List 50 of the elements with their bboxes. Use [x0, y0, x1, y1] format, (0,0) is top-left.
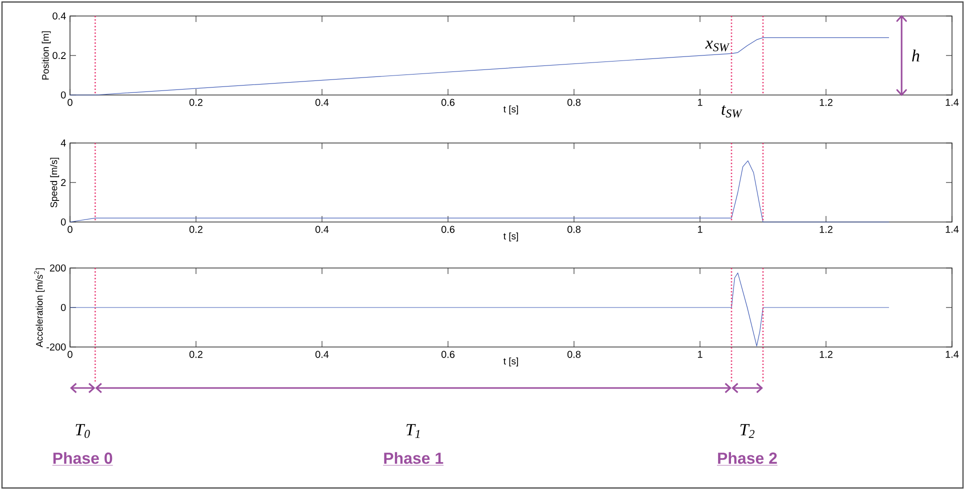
y-tick-label: 2: [61, 179, 66, 186]
x-tick-label: 1.2: [820, 350, 832, 358]
line-series: [70, 37, 890, 96]
y-tick-label: 0.2: [52, 52, 66, 60]
x-tick-label: 1: [698, 226, 702, 233]
x-axis-title: t [s]: [503, 105, 518, 114]
y-tick-label: 200: [50, 264, 66, 272]
x-tick-label: 0: [68, 226, 72, 233]
x-tick-label: 0.2: [189, 98, 202, 106]
y-tick-label: 4: [60, 140, 66, 146]
y-axis-title: Speed [m/s]: [50, 158, 60, 208]
x-tick-label: 1.2: [820, 226, 832, 233]
x-tick-label: 0.8: [567, 98, 581, 106]
text: Phase 2: [718, 452, 777, 464]
ref-line-label: h: [912, 50, 920, 62]
y-tick-label: 0: [60, 91, 66, 99]
x-tick-label: 1.2: [820, 98, 832, 106]
x-tick-label: 0.4: [315, 226, 329, 233]
x-tick-label: 1: [698, 98, 702, 106]
x-tick-label: 0: [68, 350, 72, 358]
y-tick-label: 0: [60, 218, 66, 226]
annotation: t$_{SW}$: [722, 105, 742, 118]
x-tick-label: 1: [698, 350, 702, 358]
x-axis-title: t [s]: [503, 357, 518, 366]
x-tick-label: 0.2: [189, 226, 202, 233]
y-axis-title: Position [m]: [42, 31, 51, 80]
x-tick-label: 0.4: [315, 98, 329, 106]
text: T$_{0}$: [76, 424, 90, 438]
line-series: [70, 160, 890, 222]
x-tick-label: 0.6: [441, 350, 455, 358]
text: T$_{1}$: [406, 424, 420, 438]
text: Phase 0: [53, 452, 112, 464]
x-tick-label: 1.4: [946, 350, 959, 358]
x-tick-label: 0.8: [567, 350, 581, 358]
x-tick-label: 0.6: [441, 98, 455, 106]
x-tick-label: 0.2: [189, 350, 202, 358]
y-tick-label: 0: [60, 304, 66, 312]
annotation: x$_{SW}$: [705, 40, 730, 52]
text: Phase 1: [384, 452, 444, 464]
text: T$_{2}$: [740, 424, 754, 438]
x-axis-title: t [s]: [503, 232, 518, 242]
y-axis-title: Acceleration [m/s$^{2}$]: [34, 268, 45, 348]
y-tick-label: -200: [46, 343, 66, 351]
x-tick-label: 0: [68, 98, 72, 106]
x-tick-label: 1.4: [946, 98, 959, 106]
y-tick-label: 0.4: [52, 12, 66, 20]
x-tick-label: 0.8: [567, 226, 581, 233]
x-tick-label: 1.4: [946, 226, 959, 233]
x-tick-label: 0.4: [315, 350, 329, 358]
x-tick-label: 0.6: [441, 226, 455, 233]
